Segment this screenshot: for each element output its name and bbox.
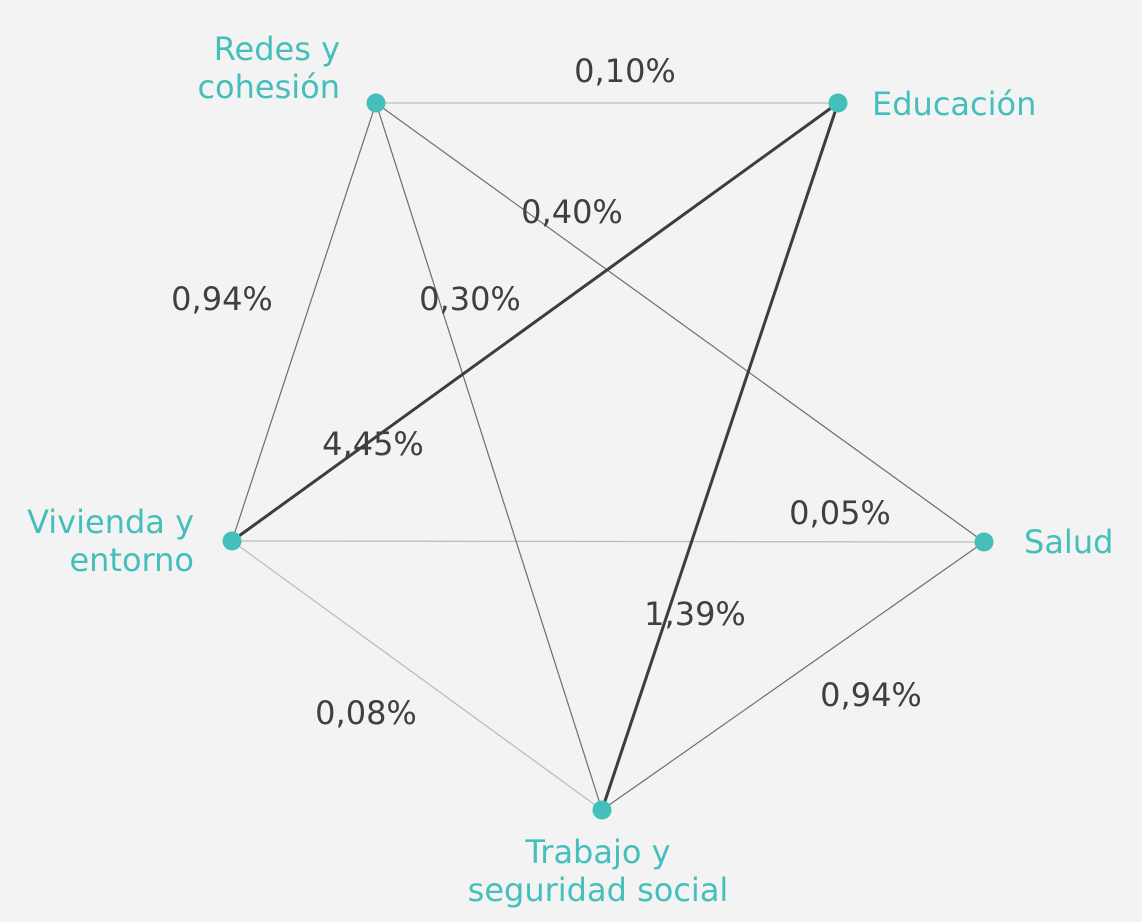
node-labels-layer: Redes y cohesión Educación Vivienda y entorn…: [27, 30, 1113, 909]
edge-label-vivienda-trabajo: 0,08%: [315, 694, 417, 732]
nodes-layer: [222, 93, 994, 820]
node-label-line: Redes y: [214, 30, 340, 68]
edges-layer: [231, 101, 985, 811]
node-educacion: [828, 93, 848, 113]
edge-label-educacion-trabajo: 1,39%: [644, 595, 746, 633]
edge-label-redes-vivienda: 0,94%: [171, 280, 273, 318]
node-label-line: cohesión: [197, 68, 340, 106]
edge-vivienda-trabajo: [231, 540, 603, 811]
edge-redes-trabajo: [375, 102, 603, 811]
edge-label-redes-salud: 0,40%: [521, 193, 623, 231]
node-label-line: entorno: [69, 541, 194, 579]
edge-label-educacion-vivienda: 4,45%: [322, 425, 424, 463]
edge-redes-salud: [375, 102, 985, 543]
node-label-line: Salud: [1024, 523, 1113, 561]
node-label-redes: Redes y cohesión: [197, 30, 340, 106]
node-label-line: seguridad social: [468, 871, 729, 909]
node-salud: [974, 532, 994, 552]
node-label-vivienda: Vivienda y entorno: [27, 503, 194, 579]
edge-redes-vivienda: [231, 102, 377, 542]
node-redes: [366, 93, 386, 113]
edge-label-salud-trabajo: 0,94%: [820, 676, 922, 714]
node-label-line: Educación: [872, 85, 1036, 123]
node-trabajo: [592, 800, 612, 820]
edge-label-redes-trabajo: 0,30%: [419, 280, 521, 318]
node-label-educacion: Educación: [872, 85, 1036, 123]
node-label-salud: Salud: [1024, 523, 1113, 561]
edge-label-redes-educacion: 0,10%: [574, 52, 676, 90]
edge-labels-layer: 0,10% 0,40% 0,94% 0,30% 4,45% 1,39% 0,05% 0,08%…: [171, 52, 922, 732]
node-label-line: Trabajo y: [524, 833, 670, 871]
edge-educacion-vivienda: [231, 101, 839, 543]
node-vivienda: [222, 531, 242, 551]
edge-label-vivienda-salud: 0,05%: [789, 494, 891, 532]
node-label-trabajo: Trabajo y seguridad social: [468, 833, 729, 909]
edge-educacion-trabajo: [600, 102, 840, 811]
edge-vivienda-salud: [231, 540, 985, 543]
node-label-line: Vivienda y: [27, 503, 194, 541]
edge-salud-trabajo: [601, 541, 985, 811]
